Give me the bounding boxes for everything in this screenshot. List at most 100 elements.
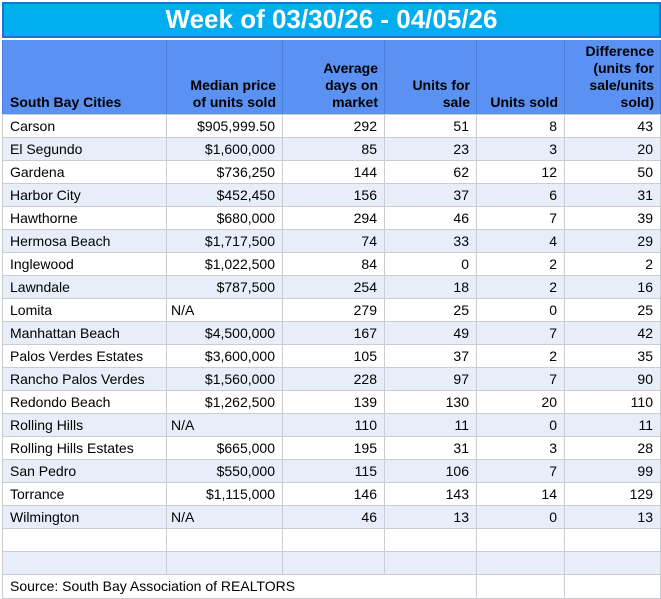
cell-median-price[interactable]: $3,600,000	[167, 345, 283, 367]
cell-units-sold[interactable]	[477, 529, 565, 551]
cell-avg-days[interactable]: 228	[283, 368, 385, 390]
cell-avg-days[interactable]: 294	[283, 207, 385, 229]
cell-city[interactable]: Redondo Beach	[2, 391, 167, 413]
cell-units-for-sale[interactable]: 18	[385, 276, 477, 298]
cell-units-sold[interactable]: 2	[477, 276, 565, 298]
cell-avg-days[interactable]: 110	[283, 414, 385, 436]
cell-difference[interactable]: 42	[565, 322, 661, 344]
cell-difference[interactable]: 31	[565, 184, 661, 206]
cell-units-for-sale[interactable]: 25	[385, 299, 477, 321]
column-header-difference[interactable]: Difference (units for sale/units sold)	[565, 40, 661, 114]
cell-units-sold[interactable]: 0	[477, 299, 565, 321]
cell-units-sold[interactable]: 3	[477, 437, 565, 459]
cell-avg-days[interactable]: 74	[283, 230, 385, 252]
column-header-units-for-sale[interactable]: Units for sale	[385, 40, 477, 114]
cell-difference[interactable]: 13	[565, 506, 661, 528]
cell-avg-days[interactable]: 144	[283, 161, 385, 183]
cell-avg-days[interactable]	[283, 552, 385, 574]
cell-units-for-sale[interactable]: 37	[385, 184, 477, 206]
cell-city[interactable]: Lomita	[2, 299, 167, 321]
cell-avg-days[interactable]: 84	[283, 253, 385, 275]
cell-median-price[interactable]: $905,999.50	[167, 115, 283, 137]
cell-units-for-sale[interactable]: 51	[385, 115, 477, 137]
cell-median-price[interactable]: $680,000	[167, 207, 283, 229]
cell-city[interactable]	[2, 529, 167, 551]
cell-difference[interactable]	[565, 529, 661, 551]
cell-difference[interactable]: 16	[565, 276, 661, 298]
cell-city[interactable]: Carson	[2, 115, 167, 137]
cell-units-sold[interactable]: 7	[477, 207, 565, 229]
column-header-units-sold[interactable]: Units sold	[477, 40, 565, 114]
cell-median-price[interactable]: $665,000	[167, 437, 283, 459]
cell-city[interactable]: Hermosa Beach	[2, 230, 167, 252]
cell-difference[interactable]: 129	[565, 483, 661, 505]
cell-difference[interactable]: 20	[565, 138, 661, 160]
cell-median-price[interactable]: N/A	[167, 299, 283, 321]
cell-median-price[interactable]: $736,250	[167, 161, 283, 183]
cell-units-for-sale[interactable]: 143	[385, 483, 477, 505]
cell-avg-days[interactable]: 292	[283, 115, 385, 137]
cell-difference[interactable]: 43	[565, 115, 661, 137]
cell-avg-days[interactable]: 195	[283, 437, 385, 459]
cell-units-sold[interactable]: 12	[477, 161, 565, 183]
cell-units-for-sale[interactable]: 130	[385, 391, 477, 413]
cell-units-sold[interactable]: 7	[477, 460, 565, 482]
cell-difference[interactable]: 35	[565, 345, 661, 367]
cell-units-for-sale[interactable]: 13	[385, 506, 477, 528]
cell-units-for-sale[interactable]: 49	[385, 322, 477, 344]
cell-median-price[interactable]: $1,717,500	[167, 230, 283, 252]
cell-units-sold[interactable]: 4	[477, 230, 565, 252]
cell-difference[interactable]: 50	[565, 161, 661, 183]
cell-city[interactable]: Rolling Hills	[2, 414, 167, 436]
cell-units-for-sale[interactable]: 37	[385, 345, 477, 367]
cell-median-price[interactable]: $1,115,000	[167, 483, 283, 505]
cell-units-for-sale[interactable]: 31	[385, 437, 477, 459]
cell-median-price[interactable]: $1,560,000	[167, 368, 283, 390]
column-header-median-price[interactable]: Median price of units sold	[167, 40, 283, 114]
cell-units-sold[interactable]: 0	[477, 414, 565, 436]
cell-city[interactable]	[2, 552, 167, 574]
cell-median-price[interactable]: $787,500	[167, 276, 283, 298]
cell-city[interactable]: Harbor City	[2, 184, 167, 206]
cell-units-for-sale[interactable]: 23	[385, 138, 477, 160]
cell-units-for-sale[interactable]: 46	[385, 207, 477, 229]
column-header-avg-days[interactable]: Average days on market	[283, 40, 385, 114]
cell-median-price[interactable]: $550,000	[167, 460, 283, 482]
cell-difference[interactable]: 99	[565, 460, 661, 482]
cell-units-for-sale[interactable]: 62	[385, 161, 477, 183]
title-bar[interactable]: Week of 03/30/26 - 04/05/26	[2, 2, 661, 38]
cell-difference[interactable]: 2	[565, 253, 661, 275]
cell-median-price[interactable]: $1,600,000	[167, 138, 283, 160]
cell-city[interactable]: Lawndale	[2, 276, 167, 298]
cell-median-price[interactable]: $4,500,000	[167, 322, 283, 344]
cell-units-for-sale[interactable]: 106	[385, 460, 477, 482]
cell-avg-days[interactable]: 115	[283, 460, 385, 482]
cell-difference[interactable]	[565, 552, 661, 574]
cell-city[interactable]: Manhattan Beach	[2, 322, 167, 344]
cell-units-sold[interactable]: 8	[477, 115, 565, 137]
cell-avg-days[interactable]: 279	[283, 299, 385, 321]
cell-units-sold[interactable]	[477, 552, 565, 574]
cell-city[interactable]: Torrance	[2, 483, 167, 505]
cell-units-sold[interactable]: 0	[477, 506, 565, 528]
cell-city[interactable]: San Pedro	[2, 460, 167, 482]
cell-difference[interactable]: 29	[565, 230, 661, 252]
empty-cell[interactable]	[565, 575, 661, 598]
cell-difference[interactable]: 110	[565, 391, 661, 413]
cell-median-price[interactable]: $1,022,500	[167, 253, 283, 275]
cell-units-sold[interactable]: 3	[477, 138, 565, 160]
cell-avg-days[interactable]: 254	[283, 276, 385, 298]
cell-median-price[interactable]: N/A	[167, 414, 283, 436]
cell-city[interactable]: Inglewood	[2, 253, 167, 275]
cell-units-sold[interactable]: 7	[477, 322, 565, 344]
cell-units-sold[interactable]: 2	[477, 345, 565, 367]
cell-units-sold[interactable]: 20	[477, 391, 565, 413]
cell-units-for-sale[interactable]: 11	[385, 414, 477, 436]
cell-city[interactable]: Rolling Hills Estates	[2, 437, 167, 459]
cell-avg-days[interactable]: 46	[283, 506, 385, 528]
cell-units-sold[interactable]: 14	[477, 483, 565, 505]
cell-median-price[interactable]: $452,450	[167, 184, 283, 206]
cell-city[interactable]: Gardena	[2, 161, 167, 183]
cell-avg-days[interactable]: 85	[283, 138, 385, 160]
empty-cell[interactable]	[477, 575, 565, 598]
